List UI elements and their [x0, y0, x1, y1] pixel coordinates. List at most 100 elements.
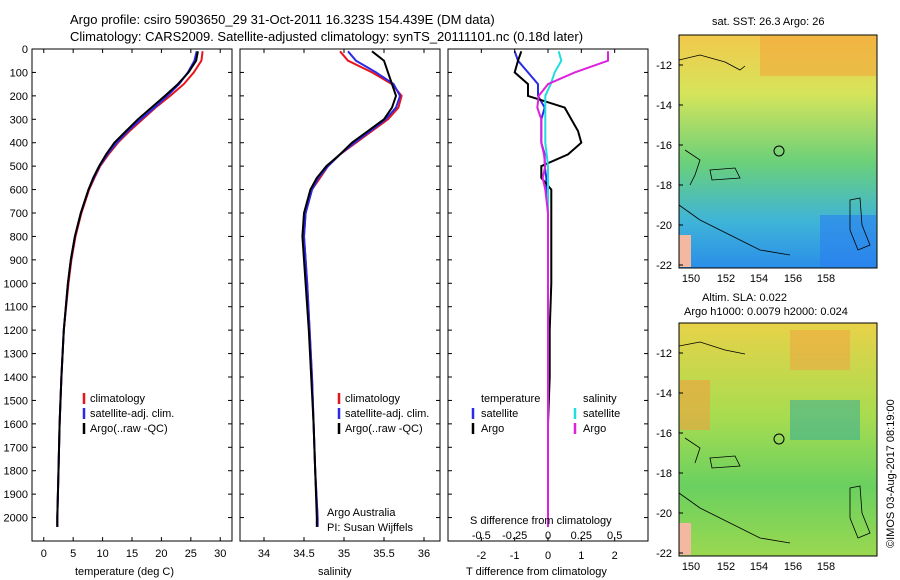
legend-label-s-argo: Argo: [583, 423, 606, 435]
series-line-satellite-adj-clim-: [56, 51, 198, 527]
legend-title-salinity: salinity: [583, 393, 617, 405]
temperature-xlabel: temperature (deg C): [75, 566, 174, 578]
x-tick-label: 5: [70, 548, 76, 560]
lon-tick-label: 152: [717, 561, 735, 573]
series-line-satellite-adj-clim-: [302, 50, 402, 527]
lon-tick-label: 156: [784, 273, 802, 285]
legend-label-t-argo: Argo: [481, 423, 504, 435]
x-top-tick-label: 0.25: [571, 530, 592, 542]
sla-blue-patch: [790, 400, 860, 440]
lat-tick-label: -14: [656, 100, 672, 112]
legend-label-t-sat: satellite: [481, 408, 518, 420]
series-line-climatology: [56, 51, 204, 527]
x-top-tick-label: 0.5: [607, 530, 622, 542]
y-tick-label: 400: [10, 138, 28, 150]
x-tick-label: 30: [214, 548, 226, 560]
lat-tick-label: -18: [656, 468, 672, 480]
salinity-chart: [301, 50, 403, 527]
t-difference-xlabel: T difference from climatology: [466, 566, 607, 578]
legend-label-clim: climatology: [90, 393, 146, 405]
legend-label-s-sat: satellite: [583, 408, 620, 420]
difference-chart: [513, 50, 609, 527]
series-line-climatology: [302, 50, 403, 527]
sla-land-1: [679, 523, 691, 555]
series-line-t-satellite: [513, 50, 549, 527]
lon-tick-label: 156: [784, 561, 802, 573]
legend-label-argo: Argo(..raw -QC): [90, 423, 168, 435]
lon-tick-label: 158: [817, 561, 835, 573]
y-tick-label: 900: [10, 255, 28, 267]
salinity-panel-frame: [239, 48, 441, 542]
sst-warm-patch: [760, 36, 876, 76]
legend-label-argo: Argo(..raw -QC): [345, 423, 423, 435]
s-difference-xlabel: S difference from climatology: [470, 515, 612, 527]
y-tick-label: 2000: [4, 513, 28, 525]
x-tick-label: 25: [185, 548, 197, 560]
x-top-tick-label: 0: [545, 530, 551, 542]
sla-coastline: [678, 341, 871, 544]
x-tick-label: 15: [126, 548, 138, 560]
y-tick-label: 200: [10, 91, 28, 103]
argo-location-marker: [773, 433, 785, 445]
lat-tick-label: -20: [656, 220, 672, 232]
y-tick-label: 700: [10, 208, 28, 220]
series-line-s-argo: [536, 51, 609, 527]
annotation-pi: PI: Susan Wijffels: [327, 522, 413, 534]
y-tick-label: 1900: [4, 489, 28, 501]
salinity-xlabel: salinity: [318, 566, 352, 578]
y-tick-label: 500: [10, 161, 28, 173]
x-tick-label: 34: [258, 548, 270, 560]
y-tick-label: 1100: [4, 302, 28, 314]
sst-coastline: [678, 54, 871, 256]
title-line-2: Climatology: CARS2009. Satellite-adjuste…: [70, 29, 584, 44]
x-tick-label: -2: [476, 550, 486, 562]
y-tick-label: 1300: [4, 349, 28, 361]
lon-tick-label: 154: [750, 273, 768, 285]
lon-tick-label: 152: [717, 273, 735, 285]
x-tick-label: -1: [510, 550, 520, 562]
y-tick-label: 1200: [4, 325, 28, 337]
sla-map-title-1: Altim. SLA: 0.022: [702, 292, 787, 304]
temperature-legend: climatology satellite-adj. clim. Argo(..…: [82, 393, 174, 435]
salinity-legend: climatology satellite-adj. clim. Argo(..…: [327, 393, 429, 534]
lon-tick-label: 154: [750, 561, 768, 573]
x-tick-label: 0: [545, 550, 551, 562]
lat-tick-label: -16: [656, 428, 672, 440]
imos-credit: ©IMOS 03-Aug-2017 08:19:00: [885, 399, 897, 548]
lat-tick-label: -12: [656, 348, 672, 360]
legend-title-temperature: temperature: [481, 393, 540, 405]
sla-orange-patch: [790, 330, 850, 370]
x-tick-label: 20: [155, 548, 167, 560]
axes: 0 5 10 15 20 25 30 34 34.5 35 35.5 36 -2 -1 0 1 2 -0.5 -0.…: [4, 44, 648, 562]
y-tick-label: 1000: [4, 278, 28, 290]
difference-legend: temperature salinity satellite Argo sate…: [471, 393, 620, 435]
sst-map: sat. SST: 26.3 Argo: 26: [678, 16, 878, 269]
map-ticks: -12 -14 -16 -18 -20 -22 150 152 154 156 158 -12 -14 -…: [656, 60, 835, 573]
series-line-argo-raw-qc-: [56, 51, 199, 527]
y-tick-label: 1400: [4, 372, 28, 384]
y-tick-label: 800: [10, 231, 28, 243]
sst-map-title: sat. SST: 26.3 Argo: 26: [712, 16, 825, 28]
lat-tick-label: -20: [656, 508, 672, 520]
temperature-panel-frame: [31, 48, 233, 542]
x-tick-label: 10: [96, 548, 108, 560]
argo-location-marker: [773, 145, 785, 157]
y-tick-label: 100: [10, 67, 28, 79]
x-tick-label: 35: [338, 548, 350, 560]
x-tick-label: 36: [418, 548, 430, 560]
x-tick-label: 1: [578, 550, 584, 562]
sla-map: Altim. SLA: 0.022 Argo h1000: 0.0079 h20…: [678, 292, 878, 557]
x-top-tick-label: -0.25: [502, 530, 527, 542]
lat-tick-label: -22: [656, 548, 672, 560]
x-tick-label: 0: [41, 548, 47, 560]
x-tick-label: 35.5: [373, 548, 394, 560]
series-line-t-argo: [513, 50, 583, 527]
lon-tick-label: 150: [682, 273, 700, 285]
annotation-argo-australia: Argo Australia: [327, 507, 396, 519]
sla-map-title-2: Argo h1000: 0.0079 h2000: 0.024: [684, 306, 848, 318]
lon-tick-label: 158: [817, 273, 835, 285]
title-line-1: Argo profile: csiro 5903650_29 31-Oct-20…: [70, 12, 495, 27]
series-line-argo-raw-qc-: [301, 50, 398, 527]
lat-tick-label: -16: [656, 140, 672, 152]
